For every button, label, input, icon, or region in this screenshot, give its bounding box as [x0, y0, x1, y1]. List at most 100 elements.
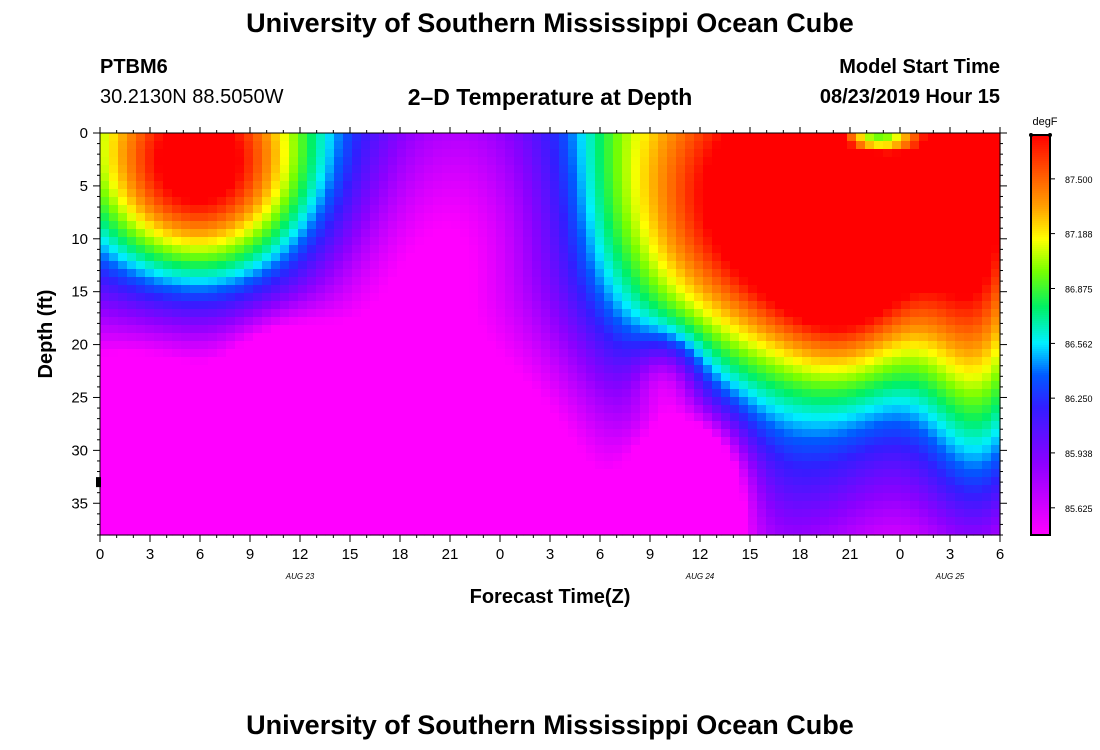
heatmap-cell — [316, 277, 326, 286]
heatmap-cell — [244, 445, 254, 454]
heatmap-cell — [964, 269, 974, 278]
heatmap-cell — [748, 341, 758, 350]
heatmap-cell — [406, 293, 416, 302]
heatmap-cell — [901, 525, 911, 534]
heatmap-cell — [910, 517, 920, 526]
heatmap-cell — [721, 213, 731, 222]
heatmap-cell — [883, 285, 893, 294]
heatmap-cell — [658, 485, 668, 494]
heatmap-cell — [667, 365, 677, 374]
heatmap-cell — [163, 301, 173, 310]
heatmap-cell — [973, 301, 983, 310]
heatmap-cell — [145, 181, 155, 190]
heatmap-cell — [829, 237, 839, 246]
heatmap-cell — [118, 461, 128, 470]
heatmap-cell — [757, 229, 767, 238]
heatmap-cell — [118, 445, 128, 454]
heatmap-cell — [280, 245, 290, 254]
heatmap-cell — [667, 245, 677, 254]
heatmap-cell — [730, 461, 740, 470]
heatmap-cell — [379, 445, 389, 454]
heatmap-cell — [109, 357, 119, 366]
heatmap-cell — [847, 437, 857, 446]
heatmap-cell — [856, 365, 866, 374]
heatmap-cell — [613, 445, 623, 454]
heatmap-cell — [595, 533, 605, 536]
heatmap-cell — [352, 341, 362, 350]
heatmap-cell — [181, 517, 191, 526]
heatmap-cell — [307, 181, 317, 190]
heatmap-cell — [667, 517, 677, 526]
heatmap-cell — [235, 221, 245, 230]
heatmap-cell — [964, 229, 974, 238]
heatmap-cell — [163, 349, 173, 358]
heatmap-cell — [136, 501, 146, 510]
heatmap-cell — [856, 477, 866, 486]
heatmap-cell — [181, 309, 191, 318]
heatmap-cell — [154, 325, 164, 334]
heatmap-cell — [613, 365, 623, 374]
heatmap-cell — [199, 373, 209, 382]
heatmap-cell — [793, 445, 803, 454]
heatmap-cell — [370, 389, 380, 398]
heatmap-cell — [514, 429, 524, 438]
heatmap-cell — [865, 309, 875, 318]
heatmap-cell — [253, 181, 263, 190]
heatmap-cell — [388, 485, 398, 494]
heatmap-cell — [415, 277, 425, 286]
heatmap-cell — [838, 453, 848, 462]
heatmap-cell — [298, 189, 308, 198]
heatmap-cell — [550, 397, 560, 406]
heatmap-cell — [757, 189, 767, 198]
heatmap-cell — [343, 237, 353, 246]
heatmap-cell — [289, 445, 299, 454]
heatmap-cell — [109, 149, 119, 158]
heatmap-cell — [946, 509, 956, 518]
heatmap-cell — [541, 389, 551, 398]
heatmap-cell — [658, 197, 668, 206]
heatmap-cell — [658, 349, 668, 358]
heatmap-cell — [793, 389, 803, 398]
heatmap-cell — [163, 285, 173, 294]
heatmap-cell — [136, 261, 146, 270]
heatmap-cell — [388, 525, 398, 534]
heatmap-cell — [730, 381, 740, 390]
heatmap-cell — [856, 141, 866, 150]
heatmap-cell — [541, 221, 551, 230]
heatmap-cell — [226, 285, 236, 294]
heatmap-cell — [973, 429, 983, 438]
heatmap-cell — [973, 181, 983, 190]
heatmap-cell — [694, 261, 704, 270]
heatmap-cell — [289, 477, 299, 486]
heatmap-cell — [694, 509, 704, 518]
heatmap-cell — [271, 349, 281, 358]
heatmap-cell — [244, 205, 254, 214]
heatmap-cell — [703, 229, 713, 238]
heatmap-cell — [244, 341, 254, 350]
heatmap-cell — [118, 413, 128, 422]
heatmap-cell — [892, 181, 902, 190]
heatmap-cell — [433, 173, 443, 182]
heatmap-cell — [487, 253, 497, 262]
heatmap-cell — [604, 461, 614, 470]
heatmap-cell — [208, 477, 218, 486]
heatmap-cell — [910, 373, 920, 382]
heatmap-cell — [649, 509, 659, 518]
heatmap-cell — [613, 437, 623, 446]
heatmap-cell — [784, 533, 794, 536]
heatmap-cell — [199, 357, 209, 366]
heatmap-cell — [604, 469, 614, 478]
heatmap-cell — [955, 205, 965, 214]
heatmap-cell — [928, 293, 938, 302]
heatmap-cell — [253, 381, 263, 390]
heatmap-cell — [334, 317, 344, 326]
heatmap-cell — [694, 197, 704, 206]
heatmap-cell — [874, 397, 884, 406]
heatmap-cell — [856, 309, 866, 318]
heatmap-cell — [514, 461, 524, 470]
heatmap-cell — [685, 365, 695, 374]
heatmap-cell — [901, 205, 911, 214]
heatmap-cell — [577, 349, 587, 358]
heatmap-cell — [244, 293, 254, 302]
heatmap-cell — [514, 157, 524, 166]
